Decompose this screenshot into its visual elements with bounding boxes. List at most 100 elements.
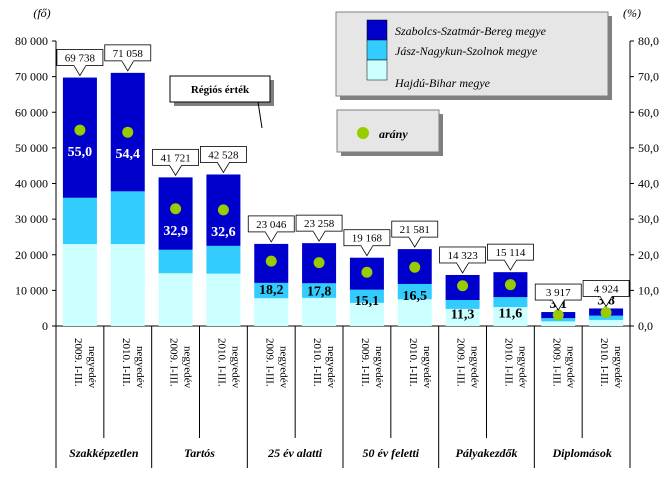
legend-swatch-jasz	[366, 39, 388, 61]
arany-markers	[74, 124, 612, 321]
period-label-quarter: negyedév	[277, 346, 289, 389]
period-label-quarter: negyedév	[325, 346, 337, 389]
arany-marker	[552, 309, 564, 321]
period-label-year: 2010. I-III.	[215, 338, 227, 387]
period-label-year: 2009. I-III.	[550, 338, 562, 387]
group-label: 50 év feletti	[363, 446, 420, 460]
period-label-quarter: negyedév	[182, 346, 194, 389]
legend-swatch-szabolcs	[366, 19, 388, 41]
bar-segment-hajdu	[397, 299, 432, 326]
bar-segment-hajdu	[349, 302, 384, 326]
right-tick-label: 20,0	[638, 248, 659, 262]
total-label: 71 058	[113, 48, 144, 60]
right-tick-label: 80,0	[638, 34, 659, 48]
left-tick-label: 70 000	[15, 70, 48, 84]
period-label-quarter: negyedév	[421, 346, 433, 389]
group-label: Diplomások	[551, 446, 611, 460]
bar-segment-jasz	[302, 283, 337, 298]
right-tick-label: 60,0	[638, 105, 659, 119]
period-label-quarter: negyedév	[516, 346, 528, 389]
total-callout-pointer	[217, 162, 230, 174]
regional-value-note: Régiós érték	[169, 75, 274, 129]
total-label: 21 581	[400, 224, 430, 236]
period-label-year: 2010. I-III.	[120, 338, 132, 387]
total-callout-pointer	[312, 230, 326, 242]
arany-legend-label: arány	[379, 127, 408, 141]
bar-segment-jasz	[349, 289, 384, 303]
right-tick-label: 70,0	[638, 70, 659, 84]
arany-label: 11,6	[499, 307, 523, 322]
bar-segment-jasz	[158, 249, 193, 274]
total-callout: 69 738	[56, 49, 104, 77]
arany-label: 32,6	[211, 225, 236, 240]
legend: Szabolcs-Szatmár-Bereg megye Jász-Nagyku…	[335, 11, 612, 100]
bar-segment-jasz	[254, 282, 289, 299]
period-label-year: 2010. I-III.	[311, 338, 323, 387]
bar-segment-jasz	[110, 191, 145, 245]
total-callout: 23 258	[295, 214, 343, 242]
period-label-year: 2009. I-III.	[359, 338, 371, 387]
arany-marker	[170, 203, 182, 215]
bar-segment-jasz	[397, 283, 432, 300]
arany-legend: arány	[336, 109, 443, 156]
period-label-quarter: negyedév	[469, 346, 481, 389]
period-label-year: 2010. I-III.	[407, 338, 419, 387]
period-label-year: 2009. I-III.	[263, 338, 275, 387]
right-tick-label: 10,0	[638, 283, 659, 297]
right-tick-label: 30,0	[638, 212, 659, 226]
arany-marker	[361, 266, 373, 278]
bar-segment-jasz	[62, 197, 97, 245]
arany-marker	[313, 257, 325, 269]
legend-swatch-hajdu	[366, 59, 388, 81]
total-label: 15 114	[495, 247, 525, 259]
total-callout: 4 924	[582, 280, 630, 308]
period-label-year: 2009. I-III.	[168, 338, 180, 387]
left-tick-label: 80 000	[15, 34, 48, 48]
left-tick-label: 20 000	[15, 248, 48, 262]
period-label-year: 2009. I-III.	[72, 338, 84, 387]
total-callout-pointer	[408, 236, 422, 248]
right-tick-label: 50,0	[638, 141, 659, 155]
total-callout-pointer	[121, 60, 135, 72]
left-tick-label: 40 000	[15, 177, 48, 191]
bar-segment-jasz	[445, 299, 480, 309]
arany-label: 15,1	[355, 294, 380, 309]
total-callout: 41 721	[152, 148, 199, 177]
total-callout-pointer	[360, 245, 374, 257]
total-label: 69 738	[65, 53, 96, 65]
bar-segment-hajdu	[445, 308, 480, 326]
total-callout-pointer	[169, 165, 182, 177]
total-callout: 71 058	[104, 44, 152, 72]
arany-marker	[217, 204, 229, 216]
arany-marker	[504, 279, 516, 291]
right-axis-unit: (%)	[623, 6, 641, 20]
total-callout: 42 528	[200, 146, 247, 174]
total-label: 14 323	[447, 250, 478, 262]
left-tick-label: 10 000	[15, 283, 48, 297]
bar-segment-jasz	[206, 245, 241, 274]
arany-label: 54,4	[116, 147, 141, 162]
bar-segment-hajdu	[541, 321, 576, 326]
total-callout-pointer	[264, 231, 278, 243]
arany-marker	[122, 126, 134, 138]
group-label: Pályakezdők	[456, 446, 518, 460]
total-callout: 23 046	[247, 215, 295, 243]
arany-label: 11,3	[451, 308, 475, 323]
bar-segment-hajdu	[589, 319, 624, 326]
bar-segment-hajdu	[254, 298, 289, 326]
arany-marker	[74, 124, 86, 136]
bar-segment-szabolcs	[62, 77, 97, 198]
legend-label-hajdu: Hajdú-Bihar megye	[394, 76, 491, 90]
period-label-quarter: negyedév	[229, 346, 241, 389]
bar-segment-jasz	[493, 297, 528, 308]
total-label: 41 721	[160, 152, 190, 164]
total-callout: 19 168	[343, 229, 391, 257]
period-label-quarter: negyedév	[373, 346, 385, 389]
total-label: 4 924	[594, 283, 619, 295]
total-callout: 3 917	[534, 283, 582, 311]
total-callout-pointer	[73, 65, 87, 77]
total-callouts: 69 738 71 058 41 721 42 528 23 046 23 258 19 1…	[56, 44, 630, 311]
note-label: Régiós érték	[191, 84, 250, 96]
arany-marker	[409, 261, 421, 273]
